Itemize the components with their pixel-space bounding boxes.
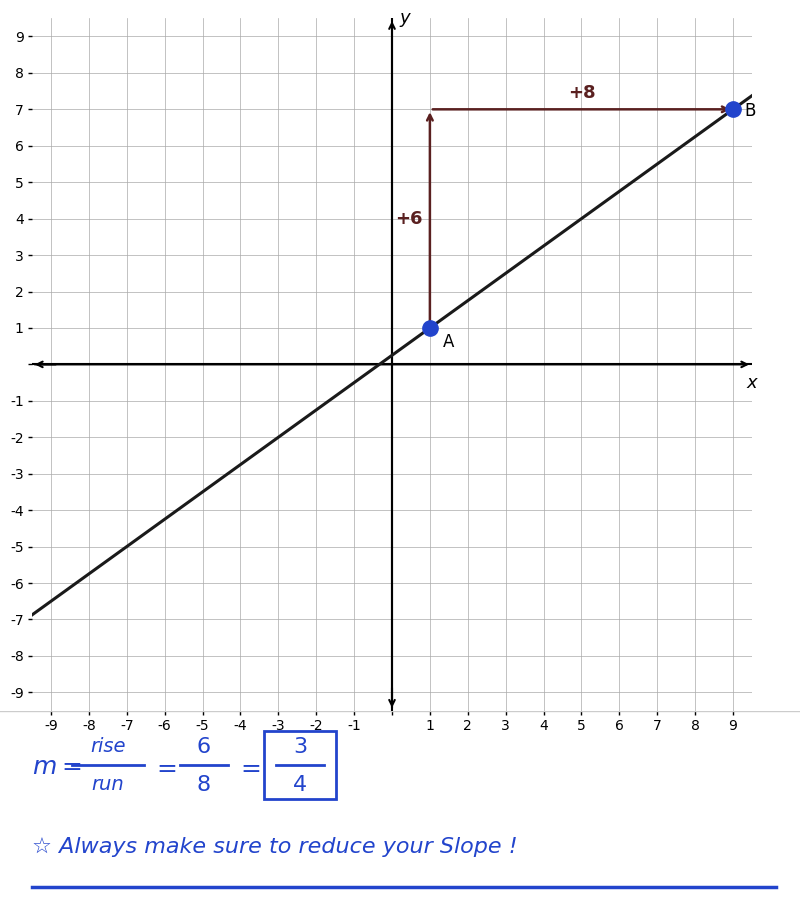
Text: +6: +6 [395,210,423,228]
Text: A: A [443,333,454,352]
Text: y: y [400,9,410,27]
Text: 3: 3 [293,737,307,757]
Text: ☆ Always make sure to reduce your Slope !: ☆ Always make sure to reduce your Slope … [32,837,518,857]
Text: run: run [92,775,124,794]
Text: $=$: $=$ [236,754,261,779]
Text: +8: +8 [568,84,595,102]
Text: 8: 8 [197,774,211,794]
Text: x: x [746,374,758,392]
Text: $m=$: $m=$ [32,754,82,779]
Text: $=$: $=$ [152,754,177,779]
Text: rise: rise [90,737,126,756]
Text: B: B [745,102,756,120]
Text: 6: 6 [197,737,211,757]
Text: 4: 4 [293,774,307,794]
